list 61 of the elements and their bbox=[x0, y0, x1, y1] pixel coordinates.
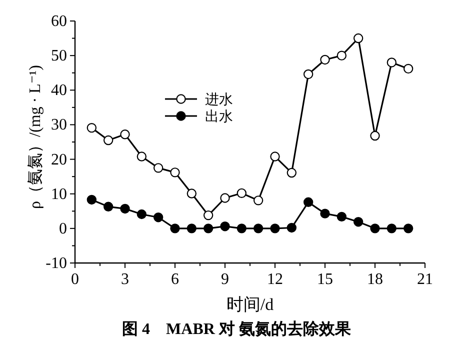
x-tick-label: 6 bbox=[171, 271, 179, 288]
y-tick-label: -10 bbox=[46, 255, 67, 272]
y-tick-label: 10 bbox=[51, 186, 67, 203]
point bbox=[86, 122, 97, 133]
point bbox=[303, 69, 314, 80]
point bbox=[386, 58, 397, 68]
point bbox=[370, 130, 380, 141]
point bbox=[236, 224, 247, 234]
point bbox=[136, 209, 147, 220]
x-tick-label: 15 bbox=[317, 271, 333, 288]
point bbox=[320, 54, 330, 65]
y-tick-label: 0 bbox=[59, 220, 67, 238]
point bbox=[220, 193, 230, 203]
point bbox=[270, 152, 280, 162]
point bbox=[403, 64, 414, 74]
point bbox=[353, 217, 364, 227]
y-tick-label: 20 bbox=[51, 151, 67, 168]
point bbox=[253, 224, 264, 234]
y-axis-title: ρ（氨氮）/(mg · L⁻¹) bbox=[27, 65, 44, 209]
point bbox=[336, 50, 347, 60]
point bbox=[253, 196, 264, 206]
x-tick-label: 12 bbox=[267, 271, 283, 288]
point bbox=[120, 204, 130, 214]
x-axis-title: 时间/d bbox=[226, 295, 274, 314]
y-tick-label: 40 bbox=[51, 82, 67, 100]
point bbox=[320, 208, 330, 218]
point bbox=[303, 197, 314, 208]
point bbox=[86, 194, 97, 205]
point bbox=[203, 210, 214, 220]
point bbox=[186, 188, 197, 198]
text: 图 4 MABR 对 氨氮的去除效果 bbox=[122, 320, 352, 338]
point bbox=[270, 224, 280, 234]
y-tick-label: 50 bbox=[51, 48, 67, 65]
point bbox=[370, 224, 380, 234]
point bbox=[403, 224, 414, 234]
point bbox=[286, 222, 297, 233]
legend-label: 出水 bbox=[205, 109, 233, 125]
point bbox=[286, 168, 297, 178]
x-tick-label: 21 bbox=[417, 271, 433, 288]
point bbox=[220, 222, 230, 232]
point bbox=[170, 224, 180, 234]
y-tick-label: 60 bbox=[51, 13, 67, 30]
y-tick-label: 30 bbox=[51, 116, 67, 134]
point bbox=[203, 224, 214, 234]
x-tick-label: 9 bbox=[221, 271, 229, 288]
point bbox=[353, 33, 364, 44]
x-tick-label: 0 bbox=[71, 271, 79, 288]
point bbox=[170, 168, 180, 178]
point bbox=[103, 202, 114, 212]
point bbox=[386, 224, 397, 234]
point bbox=[186, 224, 197, 234]
x-tick-label: 3 bbox=[121, 271, 129, 288]
point bbox=[120, 130, 130, 140]
legend-label: 进水 bbox=[205, 92, 233, 108]
point bbox=[103, 135, 114, 146]
point bbox=[153, 212, 164, 222]
x-tick-label: 18 bbox=[367, 271, 383, 288]
point bbox=[153, 163, 164, 173]
point bbox=[336, 212, 347, 222]
point bbox=[236, 188, 247, 198]
point bbox=[136, 152, 147, 162]
